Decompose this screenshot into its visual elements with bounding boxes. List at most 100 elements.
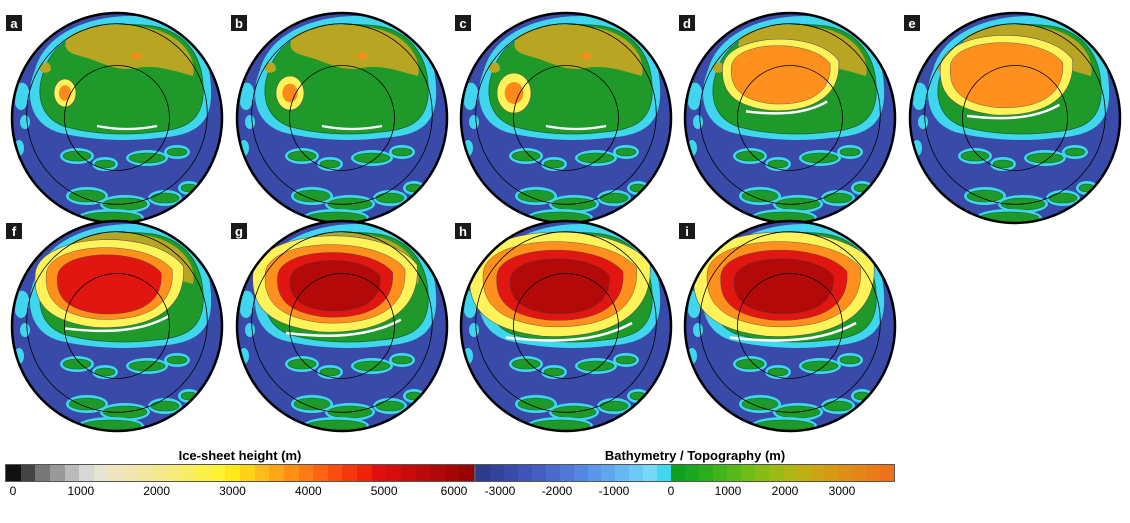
colorbar-swatch	[181, 465, 197, 481]
panel-label-d: d	[679, 15, 695, 31]
colorbar-tick-label: 6000	[440, 484, 468, 498]
colorbar-swatch	[852, 465, 867, 481]
ice-colorbar	[5, 464, 475, 482]
colorbar-swatch	[6, 465, 21, 481]
colorbar-swatch	[123, 465, 138, 481]
colorbar-swatch	[386, 465, 401, 481]
colorbar-tick-label: 3000	[828, 484, 856, 498]
svg-text:e: e	[908, 16, 915, 31]
svg-text:c: c	[459, 16, 466, 31]
panel-label-f: f	[6, 223, 22, 239]
colorbar-swatch	[531, 465, 546, 481]
colorbar-tick-label: 0	[667, 484, 675, 498]
map-panel-g: g	[231, 219, 449, 433]
panel-label-a: a	[6, 15, 22, 31]
colorbar-swatch	[49, 465, 65, 481]
map-panel-i: i	[679, 219, 897, 433]
colorbar-swatch	[298, 465, 314, 481]
colorbar-swatch	[415, 465, 431, 481]
colorbar-swatch	[726, 465, 741, 481]
topo-colorbar-title: Bathymetry / Topography (m)	[604, 448, 786, 463]
panel-label-i: i	[679, 223, 695, 239]
map-panel-b: b	[231, 11, 449, 225]
colorbar-swatch	[740, 465, 755, 481]
colorbar-swatch	[371, 465, 387, 481]
svg-text:h: h	[459, 224, 467, 239]
colorbar-tick-label: 3000	[219, 484, 246, 498]
colorbar-swatch	[93, 465, 109, 481]
colorbar-swatch	[601, 465, 616, 481]
colorbar-swatch	[196, 465, 211, 481]
colorbar-swatch	[712, 465, 727, 481]
colorbar-swatch	[880, 465, 895, 481]
colorbar-swatch	[476, 465, 490, 481]
colorbar-swatch	[754, 465, 769, 481]
colorbar-swatch	[35, 465, 50, 481]
colorbar-tick-label: 2000	[143, 484, 171, 498]
colorbar-swatch	[64, 465, 80, 481]
colorbar-swatch	[79, 465, 94, 481]
colorbar-swatch	[685, 465, 699, 481]
colorbar-swatch	[240, 465, 255, 481]
colorbar-tick-label: -1000	[598, 484, 630, 498]
colorbar-swatch	[313, 465, 328, 481]
colorbar-tick-label: 1000	[67, 484, 95, 498]
map-panel-a: a	[6, 11, 224, 225]
colorbar-tick-label: 5000	[370, 484, 398, 498]
svg-text:b: b	[235, 16, 243, 31]
colorbar-swatch	[342, 465, 357, 481]
ice-sheet-panel-grid: a b c d e f g h i	[6, 11, 1122, 433]
colorbar-swatch	[657, 465, 672, 481]
colorbar-swatch	[459, 465, 474, 481]
colorbar-swatch	[671, 465, 686, 481]
panel-label-e: e	[904, 15, 920, 31]
colorbar-swatch	[503, 465, 518, 481]
colorbar-swatch	[782, 465, 797, 481]
colorbar-swatch	[210, 465, 226, 481]
colorbar-swatch	[768, 465, 783, 481]
panel-label-b: b	[231, 15, 247, 31]
colorbar-swatch	[824, 465, 839, 481]
colorbar-swatch	[400, 465, 416, 481]
colorbar-swatch	[137, 465, 153, 481]
colorbar-swatch	[699, 465, 713, 481]
colorbar-swatch	[430, 465, 445, 481]
colorbar-swatch	[283, 465, 299, 481]
map-panel-h: h	[455, 219, 673, 433]
colorbar-swatch	[838, 465, 853, 481]
panel-label-c: c	[455, 15, 471, 31]
colorbar-swatch	[108, 465, 123, 481]
colorbar-swatch	[629, 465, 644, 481]
map-panel-e: e	[904, 11, 1122, 225]
colorbar-swatch	[615, 465, 630, 481]
colorbar-tick-label: 2000	[771, 484, 799, 498]
colorbar-swatch	[152, 465, 167, 481]
colorbar-swatch	[254, 465, 270, 481]
svg-text:d: d	[683, 16, 691, 31]
colorbar-swatch	[517, 465, 532, 481]
colorbar-tick-label: 4000	[294, 484, 322, 498]
panel-label-g: g	[231, 223, 247, 239]
colorbar-swatch	[796, 465, 811, 481]
colorbar-swatch	[444, 465, 460, 481]
colorbar-tick-label: -3000	[484, 484, 516, 498]
colorbar-swatch	[357, 465, 372, 481]
colorbar-swatch	[225, 465, 240, 481]
colorbar-swatch	[20, 465, 36, 481]
map-panel-c: c	[455, 11, 673, 225]
map-panel-d: d	[679, 11, 897, 225]
ice-colorbar-title: Ice-sheet height (m)	[178, 448, 302, 463]
svg-text:f: f	[12, 224, 17, 239]
colorbar-swatch	[269, 465, 284, 481]
svg-text:g: g	[235, 224, 243, 239]
svg-text:i: i	[685, 224, 689, 239]
colorbar-swatch	[545, 465, 560, 481]
colorbar-swatch	[559, 465, 574, 481]
colorbar-swatch	[327, 465, 343, 481]
colorbar-swatch	[573, 465, 588, 481]
panel-label-h: h	[455, 223, 471, 239]
colorbar-swatch	[810, 465, 825, 481]
svg-text:a: a	[10, 16, 18, 31]
topo-colorbar	[475, 464, 895, 482]
colorbar-swatch	[587, 465, 602, 481]
